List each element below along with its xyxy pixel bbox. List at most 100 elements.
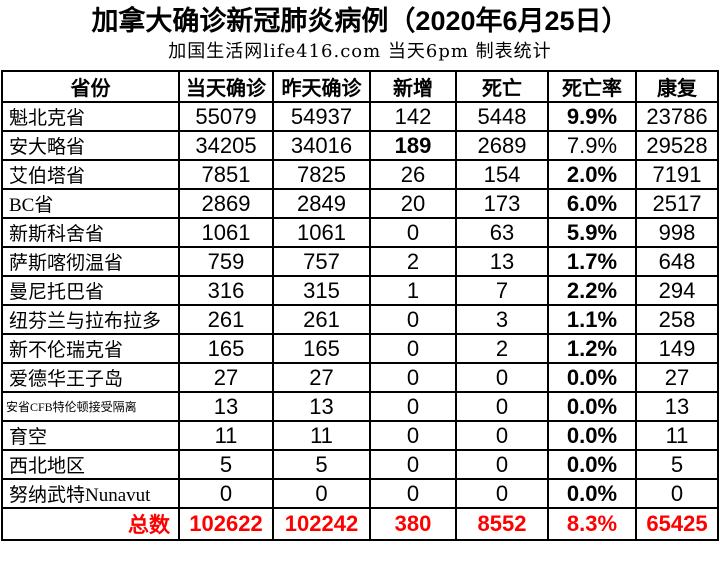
value-cell-death-rate: 9.9% xyxy=(547,101,637,132)
province-cell: 安大略省 xyxy=(1,130,180,161)
value-cell-deaths: 0 xyxy=(455,391,549,422)
value-cell-new-cases: 0 xyxy=(369,304,457,335)
value-cell-today-confirmed: 2869 xyxy=(178,188,274,219)
value-cell-deaths: 0 xyxy=(455,478,549,509)
value-cell-new-cases: 0 xyxy=(369,391,457,422)
province-cell: 魁北克省 xyxy=(1,101,180,132)
province-cell: 安省CFB特伦顿接受隔离 xyxy=(1,391,180,422)
value-cell-deaths: 7 xyxy=(455,275,549,306)
total-value-cell-deaths: 8552 xyxy=(455,507,549,541)
table-row: 西北地区 5 5 0 0 0.0% 5 xyxy=(1,449,719,480)
total-value-cell-recovered: 65425 xyxy=(635,507,719,541)
value-cell-recovered: 2517 xyxy=(635,188,719,219)
province-cell: 艾伯塔省 xyxy=(1,159,180,190)
value-cell-yesterday-confirmed: 261 xyxy=(272,304,371,335)
value-cell-death-rate: 1.2% xyxy=(547,333,637,364)
total-value-cell-today-confirmed: 102622 xyxy=(178,507,274,541)
table-row: 纽芬兰与拉布拉多 261 261 0 3 1.1% 258 xyxy=(1,304,719,335)
header-cell-deaths: 死亡 xyxy=(455,70,549,103)
province-cell: 纽芬兰与拉布拉多 xyxy=(1,304,180,335)
value-cell-yesterday-confirmed: 27 xyxy=(272,362,371,393)
value-cell-deaths: 2 xyxy=(455,333,549,364)
value-cell-new-cases: 2 xyxy=(369,246,457,277)
header-row: 省份 当天确诊 昨天确诊 新增 死亡 死亡率 康复 xyxy=(1,70,719,103)
value-cell-yesterday-confirmed: 1061 xyxy=(272,217,371,248)
value-cell-death-rate: 7.9% xyxy=(547,130,637,161)
value-cell-deaths: 0 xyxy=(455,362,549,393)
value-cell-recovered: 27 xyxy=(635,362,719,393)
total-label-cell: 总数 xyxy=(1,507,180,541)
value-cell-new-cases: 20 xyxy=(369,188,457,219)
value-cell-today-confirmed: 13 xyxy=(178,391,274,422)
value-cell-new-cases: 142 xyxy=(369,101,457,132)
value-cell-today-confirmed: 7851 xyxy=(178,159,274,190)
value-cell-new-cases: 0 xyxy=(369,333,457,364)
value-cell-recovered: 5 xyxy=(635,449,719,480)
value-cell-recovered: 998 xyxy=(635,217,719,248)
value-cell-recovered: 258 xyxy=(635,304,719,335)
value-cell-recovered: 29528 xyxy=(635,130,719,161)
value-cell-deaths: 2689 xyxy=(455,130,549,161)
value-cell-death-rate: 0.0% xyxy=(547,391,637,422)
header-cell-today-confirmed: 当天确诊 xyxy=(178,70,274,103)
value-cell-today-confirmed: 316 xyxy=(178,275,274,306)
province-cell: BC省 xyxy=(1,188,180,219)
value-cell-deaths: 173 xyxy=(455,188,549,219)
value-cell-yesterday-confirmed: 13 xyxy=(272,391,371,422)
value-cell-today-confirmed: 27 xyxy=(178,362,274,393)
value-cell-deaths: 5448 xyxy=(455,101,549,132)
value-cell-yesterday-confirmed: 5 xyxy=(272,449,371,480)
total-value-cell-new-cases: 380 xyxy=(369,507,457,541)
stats-table: 省份 当天确诊 昨天确诊 新增 死亡 死亡率 康复 魁北克省 55079 54937 142 544… xyxy=(1,70,719,541)
table-row: 艾伯塔省 7851 7825 26 154 2.0% 7191 xyxy=(1,159,719,190)
province-cell: 新斯科舍省 xyxy=(1,217,180,248)
value-cell-death-rate: 6.0% xyxy=(547,188,637,219)
value-cell-yesterday-confirmed: 11 xyxy=(272,420,371,451)
header-cell-death-rate: 死亡率 xyxy=(547,70,637,103)
value-cell-deaths: 0 xyxy=(455,420,549,451)
value-cell-death-rate: 5.9% xyxy=(547,217,637,248)
total-value-cell-yesterday-confirmed: 102242 xyxy=(272,507,371,541)
table-row: 新不伦瑞克省 165 165 0 2 1.2% 149 xyxy=(1,333,719,364)
value-cell-yesterday-confirmed: 165 xyxy=(272,333,371,364)
value-cell-death-rate: 2.0% xyxy=(547,159,637,190)
table-row: 育空 11 11 0 0 0.0% 11 xyxy=(1,420,719,451)
table-row: 安大略省 34205 34016 189 2689 7.9% 29528 xyxy=(1,130,719,161)
province-cell: 萨斯喀彻温省 xyxy=(1,246,180,277)
value-cell-yesterday-confirmed: 0 xyxy=(272,478,371,509)
value-cell-death-rate: 1.7% xyxy=(547,246,637,277)
value-cell-recovered: 294 xyxy=(635,275,719,306)
header-cell-province: 省份 xyxy=(1,70,180,103)
page-subtitle: 加国生活网life416.com 当天6pm 制表统计 xyxy=(168,41,552,62)
table-row: 萨斯喀彻温省 759 757 2 13 1.7% 648 xyxy=(1,246,719,277)
total-row: 总数 102622 102242 380 8552 8.3% 65425 xyxy=(1,507,719,541)
value-cell-new-cases: 189 xyxy=(369,130,457,161)
value-cell-death-rate: 0.0% xyxy=(547,362,637,393)
value-cell-recovered: 23786 xyxy=(635,101,719,132)
value-cell-new-cases: 0 xyxy=(369,478,457,509)
province-cell: 努纳武特Nunavut xyxy=(1,478,180,509)
value-cell-recovered: 7191 xyxy=(635,159,719,190)
value-cell-yesterday-confirmed: 2849 xyxy=(272,188,371,219)
value-cell-new-cases: 0 xyxy=(369,217,457,248)
province-cell: 爱德华王子岛 xyxy=(1,362,180,393)
value-cell-death-rate: 0.0% xyxy=(547,449,637,480)
value-cell-recovered: 11 xyxy=(635,420,719,451)
value-cell-recovered: 0 xyxy=(635,478,719,509)
value-cell-today-confirmed: 1061 xyxy=(178,217,274,248)
province-cell: 新不伦瑞克省 xyxy=(1,333,180,364)
value-cell-yesterday-confirmed: 54937 xyxy=(272,101,371,132)
province-cell: 西北地区 xyxy=(1,449,180,480)
header-cell-yesterday-confirmed: 昨天确诊 xyxy=(272,70,371,103)
page-title: 加拿大确诊新冠肺炎病例（2020年6月25日） xyxy=(91,6,629,36)
value-cell-new-cases: 0 xyxy=(369,449,457,480)
value-cell-deaths: 0 xyxy=(455,449,549,480)
table-row: 曼尼托巴省 316 315 1 7 2.2% 294 xyxy=(1,275,719,306)
table-row: 魁北克省 55079 54937 142 5448 9.9% 23786 xyxy=(1,101,719,132)
value-cell-yesterday-confirmed: 34016 xyxy=(272,130,371,161)
value-cell-today-confirmed: 11 xyxy=(178,420,274,451)
table-row: 努纳武特Nunavut 0 0 0 0 0.0% 0 xyxy=(1,478,719,509)
total-value-cell-death-rate: 8.3% xyxy=(547,507,637,541)
province-cell: 曼尼托巴省 xyxy=(1,275,180,306)
value-cell-deaths: 13 xyxy=(455,246,549,277)
